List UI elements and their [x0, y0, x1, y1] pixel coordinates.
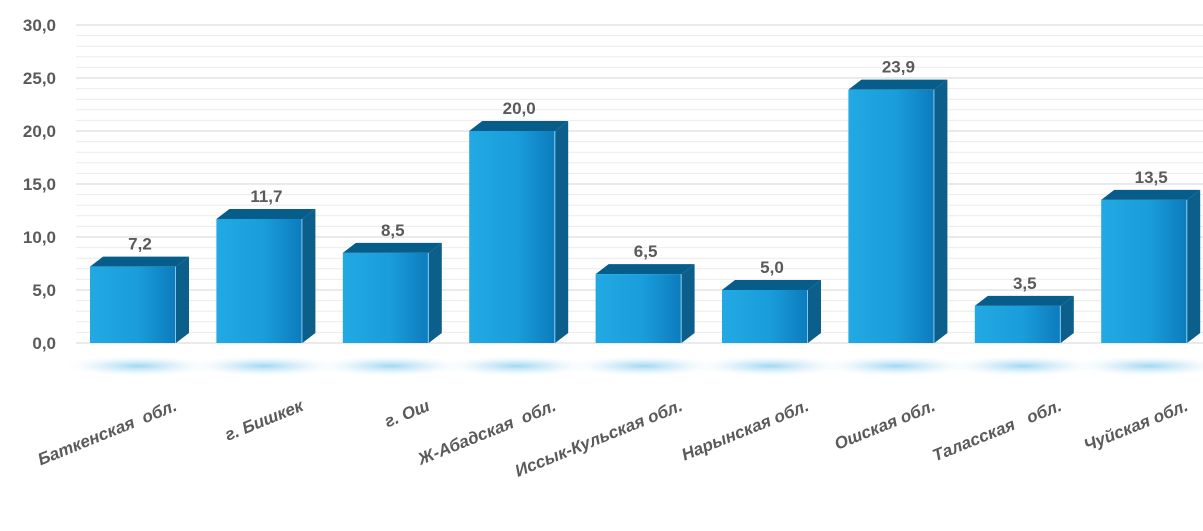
value-labels: 7,2 11,7 8,5 20,0 6,5 5,0 23,9 3,5 13,5: [128, 58, 1168, 293]
y-tick-label: 20,0: [23, 122, 56, 141]
y-tick-label: 30,0: [23, 16, 56, 35]
value-label: 5,0: [760, 258, 784, 277]
bar: [90, 256, 189, 343]
bar-front: [595, 274, 682, 343]
bar-front: [469, 131, 556, 343]
bar-top: [722, 280, 821, 290]
value-label: 3,5: [1013, 274, 1037, 293]
bar-side: [681, 264, 695, 343]
category-label: г. Бишкек: [222, 396, 307, 445]
bar-front: [90, 266, 176, 343]
y-tick-label: 10,0: [23, 228, 56, 247]
bar-top: [342, 242, 442, 253]
category-labels: Баткенская обл. г. Бишкек г. ОшЖ-Абадская …: [35, 396, 1191, 481]
bars: [90, 79, 1201, 343]
y-tick-label: 15,0: [23, 175, 56, 194]
y-tick-label: 0,0: [32, 334, 56, 353]
y-axis: 0,0 5,0 10,0 15,0 20,0 25,0 30,0: [23, 16, 56, 353]
category-label: Нарынская обл.: [679, 396, 812, 464]
category-label: г. Ош: [382, 396, 432, 431]
category-label: Таласская обл.: [930, 396, 1065, 465]
bar-shadow: [1071, 355, 1203, 377]
bar: [469, 121, 569, 343]
bar: [848, 79, 948, 343]
bar-side: [1187, 189, 1201, 343]
bar-side: [934, 79, 948, 343]
bar-top: [469, 121, 569, 131]
bar: [722, 280, 821, 343]
category-label: Баткенская обл.: [35, 396, 179, 469]
bar-shadow: [818, 355, 975, 377]
bar-shadow: [312, 355, 469, 377]
bar-shadow: [186, 355, 343, 377]
bar: [1101, 189, 1201, 343]
bar: [974, 295, 1074, 343]
bar: [342, 242, 442, 343]
bar-front: [342, 252, 429, 343]
bar-shadows: [60, 355, 1203, 377]
value-label: 23,9: [882, 58, 915, 77]
bar-top: [216, 208, 316, 219]
bar-side: [176, 256, 189, 343]
bar-shadow: [439, 355, 596, 377]
bar-top: [974, 295, 1074, 306]
category-label: Ошская обл.: [832, 396, 938, 454]
bar-side: [555, 121, 569, 343]
value-label: 13,5: [1135, 168, 1168, 187]
bar: [595, 264, 695, 343]
value-label: 8,5: [381, 221, 405, 240]
value-label: 6,5: [634, 242, 658, 261]
y-tick-label: 25,0: [23, 69, 56, 88]
bar-front: [1101, 199, 1188, 343]
bar-side: [1060, 295, 1074, 343]
bar: [216, 208, 316, 343]
bar-side: [302, 208, 316, 343]
bar-shadow: [944, 355, 1101, 377]
bar-side: [428, 242, 442, 343]
value-label: 11,7: [250, 187, 282, 206]
bar-front: [848, 89, 935, 343]
value-label: 7,2: [128, 235, 152, 254]
category-label: Чуйская обл.: [1081, 396, 1190, 455]
bar-shadow: [60, 355, 216, 377]
bar-front: [216, 218, 303, 343]
bar-front: [722, 290, 808, 343]
bar-top: [595, 264, 695, 275]
bar-side: [808, 280, 821, 343]
bar-front: [974, 305, 1061, 343]
bar-top: [1101, 189, 1201, 200]
bar-shadow: [565, 355, 722, 377]
value-label: 20,0: [503, 99, 536, 118]
bar-shadow: [692, 355, 848, 377]
bar-top: [90, 256, 189, 267]
y-tick-label: 5,0: [32, 281, 56, 300]
bar-top: [848, 79, 948, 90]
